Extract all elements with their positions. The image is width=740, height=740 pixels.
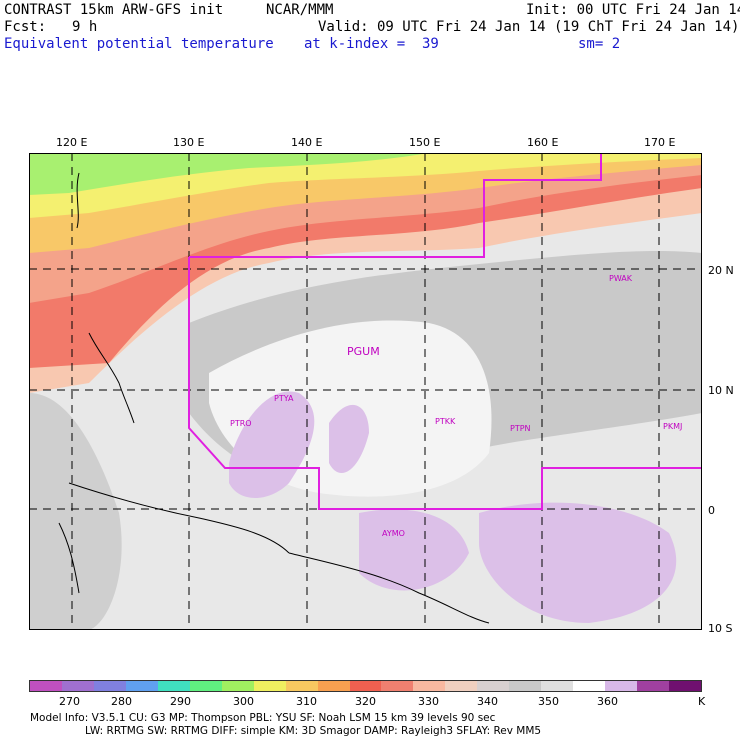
model-info-line1: Model Info: V3.5.1 CU: G3 MP: Thompson P…	[30, 712, 496, 724]
colorbar-swatch	[317, 681, 350, 691]
colorbar-swatch	[285, 681, 318, 691]
colorbar-swatch	[573, 681, 606, 691]
org-label: NCAR/MMM	[266, 2, 334, 18]
lon-tick: 140 E	[291, 136, 323, 149]
lat-tick: 0	[708, 504, 715, 517]
colorbar-swatch	[30, 681, 62, 691]
colorbar-swatch	[509, 681, 542, 691]
colorbar-swatch	[445, 681, 478, 691]
colorbar-swatch	[189, 681, 222, 691]
colorbar-label: 300	[233, 695, 254, 708]
colorbar-swatch	[637, 681, 670, 691]
valid-time: Valid: 09 UTC Fri 24 Jan 14 (19 ChT Fri …	[318, 19, 740, 35]
station-label: AYMO	[382, 529, 405, 538]
init-time: Init: 00 UTC Fri 24 Jan 14	[526, 2, 740, 18]
station-label: PTPN	[510, 424, 531, 433]
level-label: at k-index = 39	[304, 36, 439, 52]
lat-tick: 10 N	[708, 384, 734, 397]
colorbar-swatch	[125, 681, 158, 691]
lon-tick: 170 E	[644, 136, 676, 149]
colorbar-swatch	[61, 681, 94, 691]
colorbar-label: 280	[111, 695, 132, 708]
colorbar-label: 310	[296, 695, 317, 708]
colorbar-swatch	[93, 681, 126, 691]
colorbar-swatch	[541, 681, 574, 691]
colorbar-swatch	[669, 681, 702, 691]
colorbar-label: 360	[597, 695, 618, 708]
colorbar-label: 340	[477, 695, 498, 708]
station-label: PTRO	[230, 419, 252, 428]
colorbar-swatch	[413, 681, 446, 691]
colorbar-swatch	[253, 681, 286, 691]
fcst-value: 9 h	[72, 19, 98, 35]
station-label: PTYA	[274, 394, 294, 403]
colorbar-unit: K	[698, 695, 706, 708]
colorbar-label: 330	[418, 695, 439, 708]
colorbar-swatch	[477, 681, 510, 691]
station-label: PTKK	[435, 417, 456, 426]
colorbar-label: 350	[538, 695, 559, 708]
colorbar-swatch	[157, 681, 190, 691]
colorbar	[29, 680, 702, 692]
colorbar-swatch	[381, 681, 414, 691]
colorbar-label: 270	[59, 695, 80, 708]
colorbar-label: 290	[170, 695, 191, 708]
colorbar-swatch	[221, 681, 254, 691]
lon-tick: 130 E	[173, 136, 205, 149]
fcst-label: Fcst:	[4, 19, 47, 35]
colorbar-label: 320	[355, 695, 376, 708]
lon-tick: 120 E	[56, 136, 88, 149]
colorbar-swatch	[605, 681, 638, 691]
model-info-line2: LW: RRTMG SW: RRTMG DIFF: simple KM: 3D …	[85, 725, 542, 737]
lat-tick: 20 N	[708, 264, 734, 277]
station-label: PWAK	[609, 274, 633, 283]
station-label: PGUM	[347, 345, 380, 358]
model-title: CONTRAST 15km ARW-GFS init	[4, 2, 224, 18]
colorbar-swatch	[349, 681, 382, 691]
lon-tick: 150 E	[409, 136, 441, 149]
smooth-label: sm= 2	[578, 36, 621, 52]
theta-e-map: PGUM PTYA PTRO PTKK PTPN PKMJ PWAK AYMO	[29, 153, 702, 630]
lat-tick: 10 S	[708, 622, 733, 635]
field-name: Equivalent potential temperature	[4, 36, 274, 52]
station-label: PKMJ	[663, 422, 682, 431]
lon-tick: 160 E	[527, 136, 559, 149]
